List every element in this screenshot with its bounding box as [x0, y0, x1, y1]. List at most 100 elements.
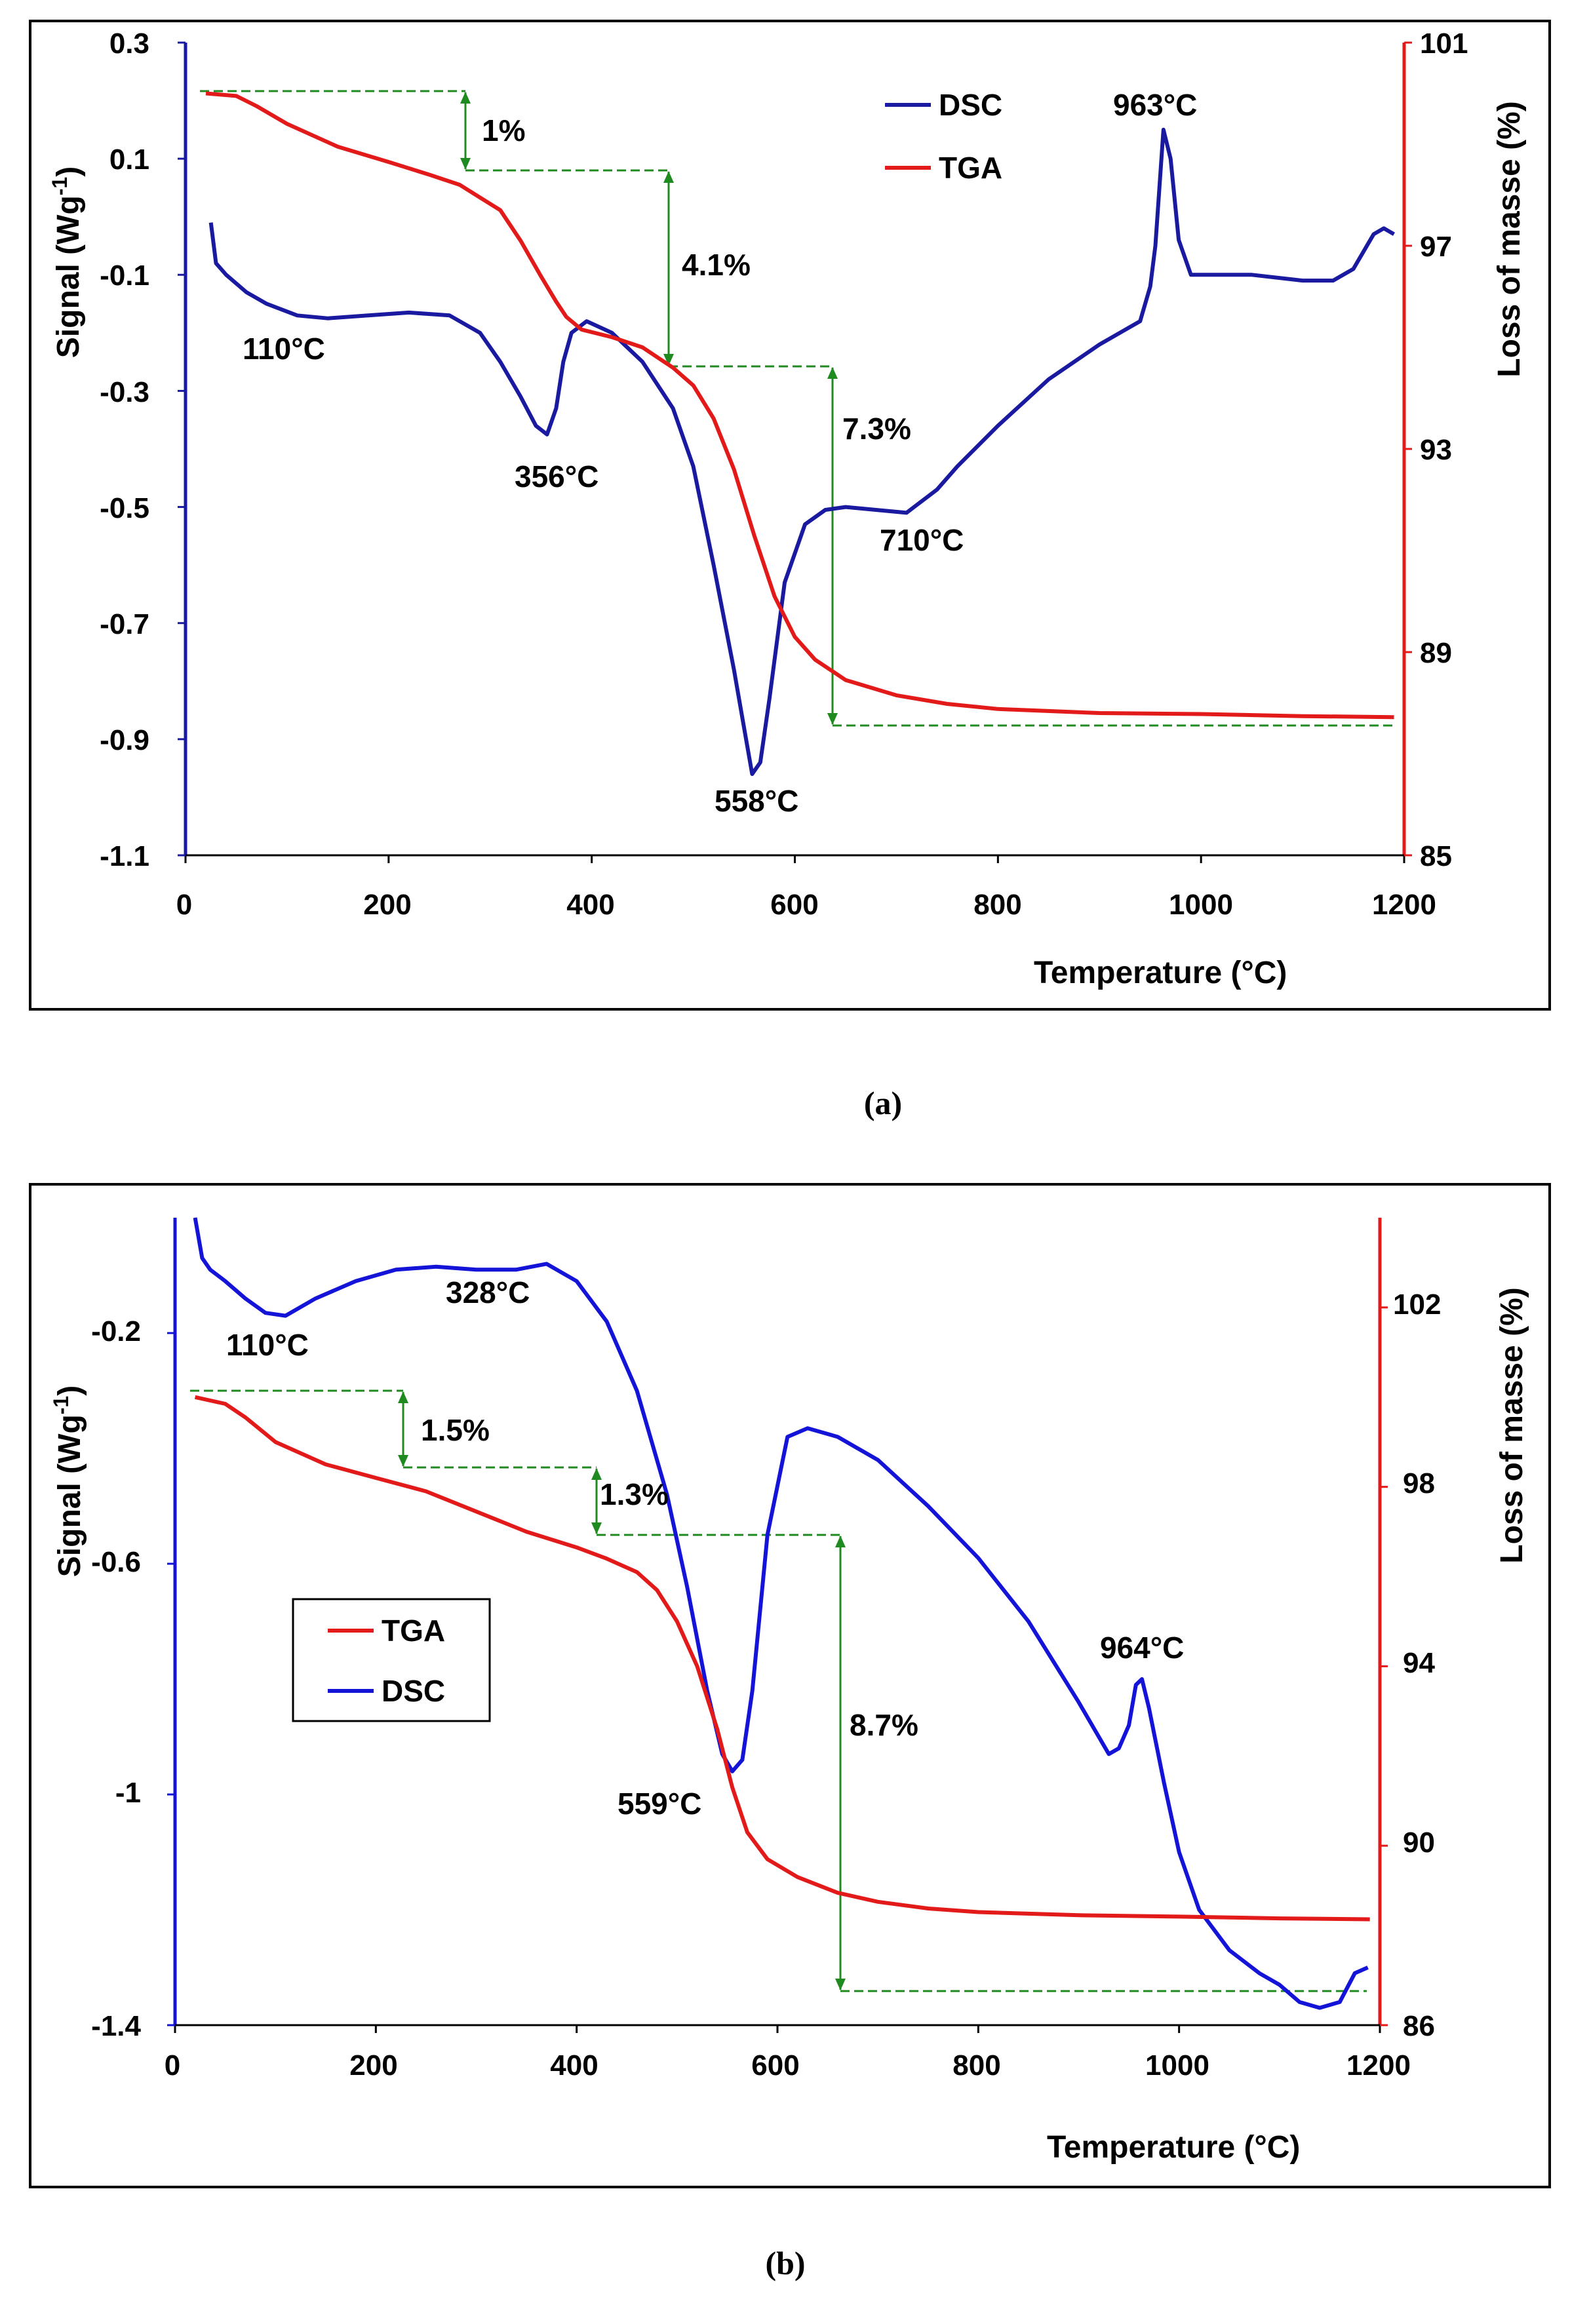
mass-loss-label-b-3: 8.7% — [850, 1708, 918, 1742]
y-left-tick-a--0.1: -0.1 — [100, 260, 149, 292]
mass-loss-label-a-3: 7.3% — [842, 412, 911, 446]
x-tick-b-0: 0 — [165, 2049, 180, 2082]
peak-label-a-710: 710°C — [880, 523, 964, 557]
x-axis-title-a: Temperature (°C) — [1034, 956, 1287, 990]
y-left-title-main-b: Signal (Wg — [52, 1414, 87, 1577]
arrow-b-3-down — [835, 1979, 846, 1990]
y-right-tick-b-102: 102 — [1393, 1288, 1441, 1321]
arrow-a-2-down — [663, 354, 674, 366]
arrow-b-1-up — [398, 1391, 408, 1403]
y-right-tick-a-97: 97 — [1420, 231, 1452, 263]
y-left-tick-a--0.7: -0.7 — [100, 608, 149, 640]
y-left-axis-title-a: Signal (Wg-1) — [48, 166, 86, 358]
peak-label-a-110: 110°C — [243, 332, 325, 366]
peak-label-a-558: 558°C — [715, 784, 798, 818]
y-left-tick-labels-a: 0.3 0.1 -0.1 -0.3 -0.5 -0.7 -0.9 -1.1 — [100, 28, 149, 872]
arrow-a-2-up — [663, 171, 674, 183]
y-right-axis-title-b: Loss of masse (%) — [1495, 1287, 1529, 1563]
y-right-tick-b-86: 86 — [1403, 2010, 1435, 2042]
panel-a-guides — [200, 90, 1396, 727]
y-right-tick-labels-b: 102 98 94 90 86 — [1393, 1288, 1441, 2042]
panel-a-frame — [29, 20, 1551, 1011]
legend-dsc-label-a: DSC — [939, 88, 1002, 122]
x-tick-a-1200: 1200 — [1372, 889, 1436, 921]
y-left-tick-b--1: -1 — [115, 1777, 141, 1809]
x-tick-b-200: 200 — [349, 2049, 397, 2082]
x-tick-b-600: 600 — [751, 2049, 799, 2082]
y-left-tick-b--0.6: -0.6 — [91, 1546, 141, 1578]
x-tick-b-1000: 1000 — [1145, 2049, 1209, 2082]
arrow-a-1-down — [460, 158, 471, 170]
x-tick-a-800: 800 — [973, 889, 1021, 921]
y-left-title-sup-a: -1 — [48, 177, 71, 195]
mass-loss-label-b-1: 1.5% — [421, 1413, 490, 1447]
panel-b-guides — [190, 1389, 1367, 1992]
caption-b: (b) — [765, 2245, 805, 2281]
peak-label-a-963: 963°C — [1113, 88, 1197, 122]
y-left-title-end-b: ) — [52, 1385, 87, 1396]
peak-label-b-964: 964°C — [1100, 1631, 1184, 1665]
legend-tga-label-b: TGA — [382, 1614, 445, 1648]
y-left-axis-title-b: Signal (Wg-1) — [49, 1385, 87, 1577]
peak-label-b-559: 559°C — [618, 1787, 701, 1821]
y-left-title-end-a: ) — [51, 166, 86, 177]
y-left-title-sup-b: -1 — [49, 1396, 73, 1414]
legend-a: DSC TGA — [885, 88, 1002, 185]
dsc-curve-b — [193, 1217, 1369, 2010]
annotations-b: 110°C 328°C 559°C 964°C 1.5% 1.3% 8.7% — [226, 1275, 1184, 1821]
y-left-tick-a--0.9: -0.9 — [100, 724, 149, 756]
arrow-a-1-up — [460, 92, 471, 104]
arrow-a-3-up — [827, 367, 838, 379]
y-right-tick-a-85: 85 — [1420, 840, 1452, 872]
y-left-tick-a--1.1: -1.1 — [100, 840, 149, 872]
x-tick-a-1000: 1000 — [1169, 889, 1233, 921]
y-right-tick-b-90: 90 — [1403, 1827, 1435, 1859]
caption-a: (a) — [864, 1085, 902, 1121]
arrow-b-2-up — [591, 1468, 602, 1480]
y-left-tick-a-0.3: 0.3 — [109, 28, 149, 60]
x-tick-a-400: 400 — [566, 889, 614, 921]
y-right-tick-a-89: 89 — [1420, 637, 1452, 669]
arrow-a-3-down — [827, 713, 838, 725]
y-left-tick-a--0.3: -0.3 — [100, 376, 149, 408]
x-tick-a-200: 200 — [363, 889, 411, 921]
peak-label-a-356: 356°C — [515, 459, 599, 494]
dsc-curve-a — [208, 127, 1395, 776]
y-left-tick-a-0.1: 0.1 — [109, 144, 149, 176]
y-right-tick-a-101: 101 — [1420, 28, 1468, 60]
tga-curve-b — [194, 1395, 1370, 1922]
y-right-tick-labels-a: 101 97 93 89 85 — [1420, 28, 1468, 872]
arrow-b-2-down — [591, 1522, 602, 1534]
y-left-tick-b--1.4: -1.4 — [91, 2010, 141, 2042]
x-tick-b-800: 800 — [952, 2049, 1000, 2082]
x-axis-title-b: Temperature (°C) — [1047, 2130, 1300, 2165]
annotations-a: 110°C 356°C 558°C 710°C 963°C 1% 4.1% 7.… — [243, 88, 1197, 818]
y-left-tick-a--0.5: -0.5 — [100, 492, 149, 524]
y-right-axis-title-a: Loss of masse (%) — [1492, 101, 1527, 377]
legend-tga-label-a: TGA — [939, 151, 1002, 185]
ticks-a — [178, 41, 1412, 863]
arrow-b-1-down — [398, 1455, 408, 1467]
panel-b: 0 200 400 600 800 1000 1200 -0.2 -0.6 -1… — [29, 1183, 1551, 2188]
arrow-b-3-up — [835, 1536, 846, 1547]
x-tick-a-600: 600 — [770, 889, 818, 921]
x-tick-b-400: 400 — [550, 2049, 598, 2082]
y-left-tick-labels-b: -0.2 -0.6 -1 -1.4 — [91, 1315, 141, 2042]
y-right-tick-a-93: 93 — [1420, 434, 1452, 466]
legend-box-b — [292, 1598, 491, 1722]
y-left-title-main-a: Signal (Wg — [51, 195, 86, 358]
y-right-tick-b-98: 98 — [1403, 1467, 1435, 1500]
x-tick-a-0: 0 — [176, 889, 192, 921]
legend-b: TGA DSC — [292, 1598, 491, 1722]
legend-dsc-label-b: DSC — [382, 1674, 445, 1708]
tga-curve-a — [205, 91, 1394, 720]
x-tick-labels-a: 0 200 400 600 800 1000 1200 — [176, 889, 1436, 921]
y-right-tick-b-94: 94 — [1403, 1647, 1435, 1679]
y-left-tick-b--0.2: -0.2 — [91, 1315, 141, 1347]
x-tick-b-1200: 1200 — [1346, 2049, 1411, 2082]
mass-loss-label-a-1: 1% — [482, 113, 525, 147]
peak-label-b-110: 110°C — [226, 1328, 309, 1362]
peak-label-b-328: 328°C — [446, 1275, 530, 1309]
mass-loss-label-a-2: 4.1% — [682, 248, 751, 282]
x-tick-labels-b: 0 200 400 600 800 1000 1200 — [165, 2049, 1411, 2082]
